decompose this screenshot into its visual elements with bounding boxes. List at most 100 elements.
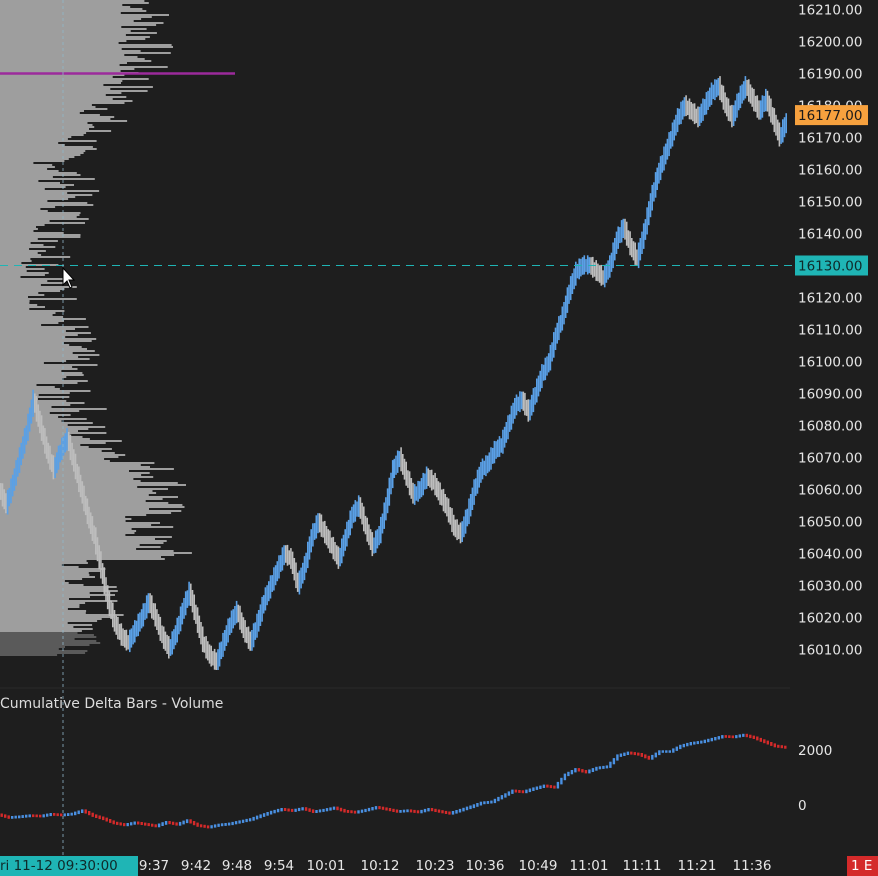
delta-bar [133, 821, 136, 825]
volume-profile-row [0, 134, 84, 136]
price-axis[interactable]: 16210.0016200.0016190.0016180.0016170.00… [795, 3, 868, 815]
volume-profile-row [0, 30, 131, 32]
volume-profile-row [0, 232, 64, 234]
delta-bar [749, 734, 752, 739]
volume-profile-row [0, 276, 21, 278]
delta-bar [672, 748, 675, 753]
delta-bar [67, 813, 70, 816]
last-price-label: 16177.00 [798, 108, 862, 124]
volume-profile-row [0, 370, 62, 372]
delta-bar [742, 733, 745, 737]
volume-profile-row [0, 640, 97, 642]
delta-bar [563, 773, 567, 781]
delta-bar [406, 809, 409, 813]
delta-bar [420, 809, 423, 814]
time-axis[interactable]: 9:37 9:42 9:48 9:54 10:01 10:12 10:23 10:36 10:4… [0, 856, 878, 876]
volume-profile-row [0, 354, 100, 356]
volume-profile-row [0, 296, 28, 298]
volume-profile-row [0, 234, 81, 236]
volume-profile-row [0, 450, 102, 452]
volume-profile-row [0, 588, 108, 590]
volume-profile-row [0, 310, 65, 312]
delta-bar [448, 811, 451, 815]
volume-profile-row [0, 464, 141, 466]
delta-bar [612, 758, 616, 765]
delta-bar [18, 815, 21, 819]
delta-bar [693, 741, 696, 745]
volume-profile-row [0, 24, 157, 26]
delta-bar [570, 770, 574, 775]
delta-bar [273, 809, 276, 814]
delta-bar [227, 822, 231, 826]
volume-profile-row [0, 508, 149, 510]
delta-bar [427, 808, 430, 812]
price-tick-label: 16100.00 [798, 355, 862, 371]
delta-bar [619, 753, 623, 757]
volume-profile-row [0, 274, 45, 276]
delta-bar [441, 810, 444, 814]
time-tick-label: 10:01 [307, 858, 346, 874]
volume-profile-row [0, 496, 178, 498]
volume-profile-row [0, 60, 152, 62]
volume-profile-row [0, 174, 81, 176]
volume-profile-row [0, 340, 92, 342]
delta-bar [21, 815, 24, 818]
delta-bar [388, 808, 392, 812]
delta-bar [458, 808, 462, 813]
volume-profile-row [0, 492, 157, 494]
volume-profile-row [0, 556, 161, 558]
delta-bar [584, 770, 588, 774]
delta-bar [430, 808, 434, 812]
volume-profile-row [0, 214, 80, 216]
volume-profile-row [0, 426, 106, 428]
delta-bar [304, 807, 308, 811]
delta-bar [455, 810, 458, 814]
volume-profile-row [0, 558, 165, 560]
volume-profile-row [0, 600, 118, 602]
price-series [0, 76, 788, 670]
volume-profile-row [0, 384, 37, 386]
volume-profile-row [0, 482, 178, 484]
last-price-badge [795, 105, 868, 126]
delta-bar [679, 744, 682, 750]
delta-bar [346, 810, 350, 813]
volume-profile-row [0, 338, 97, 340]
volume-profile-row [0, 190, 100, 192]
volume-profile-row [0, 408, 107, 410]
volume-profile-row [0, 470, 129, 472]
volume-profile-row [0, 312, 56, 314]
delta-bar [213, 824, 217, 828]
volume-profile-row [0, 506, 185, 508]
delta-bar [532, 787, 535, 791]
volume-profile-row [0, 88, 111, 90]
volume-profile-row [0, 316, 64, 318]
status-badge [847, 856, 878, 876]
volume-profile-row [0, 326, 89, 328]
delta-bar [651, 754, 654, 760]
delta-bar [784, 745, 787, 749]
delta-bar [336, 806, 339, 811]
volume-profile-row [0, 168, 48, 170]
price-tick-label: 16050.00 [798, 515, 862, 531]
volume-profile-row [0, 120, 128, 122]
volume-profile-row [0, 58, 145, 60]
volume-profile-row [0, 490, 153, 492]
volume-profile-row [0, 626, 74, 628]
volume-profile-row [0, 34, 126, 36]
volume-profile-row [0, 244, 44, 246]
delta-bar [577, 768, 581, 772]
volume-profile-row [0, 288, 65, 290]
volume-profile-row [0, 142, 59, 144]
delta-bar [339, 807, 343, 812]
delta-bar [238, 820, 241, 824]
delta-bar [74, 811, 77, 816]
time-tick-label: 9:37 [139, 858, 169, 874]
volume-profile-row [0, 146, 93, 148]
delta-bar [70, 812, 73, 816]
volume-profile-row [0, 654, 58, 656]
volume-profile-row [0, 292, 39, 294]
volume-profile-row [0, 12, 121, 14]
volume-profile-row [0, 610, 87, 612]
volume-profile-row [0, 216, 77, 218]
